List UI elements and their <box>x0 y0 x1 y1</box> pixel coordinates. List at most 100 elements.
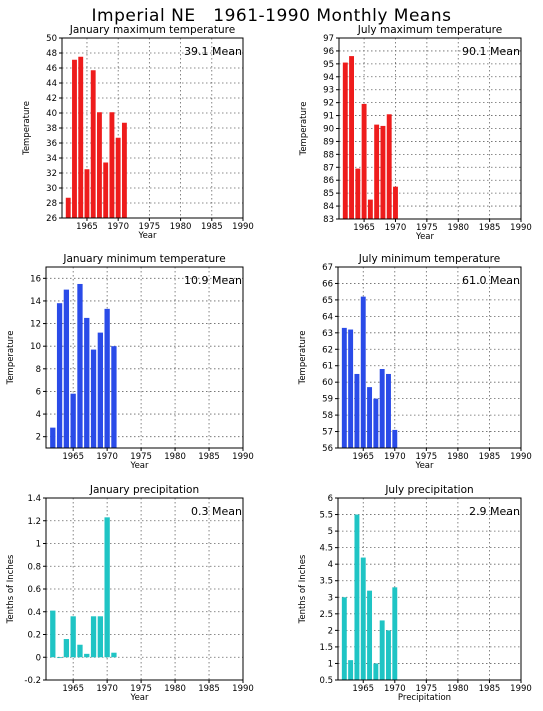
y-tick-label: 97 <box>323 34 334 44</box>
bar-1963 <box>56 657 63 659</box>
bar-1970 <box>392 429 398 448</box>
bar-1967 <box>97 112 102 218</box>
y-tick-label: 8 <box>36 365 41 375</box>
x-axis-label: Year <box>415 461 435 471</box>
x-tick-label: 1990 <box>510 684 532 694</box>
bar-1968 <box>90 349 97 448</box>
bar-1964 <box>354 373 360 448</box>
y-tick-label: 66 <box>322 279 333 289</box>
bar-1969 <box>386 114 392 219</box>
x-tick-label: 1985 <box>198 684 220 694</box>
y-tick-label: 62 <box>322 345 333 355</box>
plot-frame <box>337 497 522 681</box>
plot-frame <box>45 266 244 449</box>
x-tick-label: 1965 <box>76 222 98 232</box>
bar-1968 <box>90 616 97 658</box>
x-tick-label: 1970 <box>96 684 118 694</box>
y-tick-label: 40 <box>46 109 57 119</box>
page-title: Imperial NE 1961-1990 Monthly Means <box>91 6 452 26</box>
y-tick-label: 59 <box>322 395 333 405</box>
y-tick-label: 3.5 <box>319 577 333 587</box>
y-tick-label: 2.5 <box>319 610 333 620</box>
y-axis-label: Tenths of Inches <box>6 554 16 624</box>
chart-title: January minimum temperature <box>62 253 225 265</box>
y-tick-label: 2 <box>328 626 333 636</box>
x-tick-label: 1985 <box>201 222 223 232</box>
y-tick-label: 26 <box>46 214 57 224</box>
y-tick-label: 48 <box>46 49 57 59</box>
x-tick-label: 1970 <box>107 222 129 232</box>
bar-1968 <box>103 162 109 218</box>
bar-1968 <box>379 620 385 680</box>
x-axis-label: Precipitation <box>398 693 451 703</box>
mean-label: 0.3 Mean <box>191 505 242 518</box>
bar-1963 <box>56 303 63 448</box>
x-tick-label: 1975 <box>130 684 152 694</box>
bar-1966 <box>367 590 373 680</box>
x-tick-label: 1970 <box>385 223 407 233</box>
plot-frame <box>337 266 522 449</box>
bar-1962 <box>341 327 347 448</box>
y-tick-label: 14 <box>30 297 41 307</box>
bar-1965 <box>360 296 366 448</box>
y-tick-label: 46 <box>46 64 57 74</box>
y-axis-label: Temperature <box>6 331 16 386</box>
y-tick-label: 93 <box>323 86 334 96</box>
y-tick-label: 58 <box>322 411 333 421</box>
y-tick-label: 57 <box>322 428 333 438</box>
y-tick-label: 56 <box>322 444 333 454</box>
x-tick-label: 1965 <box>353 223 375 233</box>
y-tick-label: 64 <box>322 312 333 322</box>
y-tick-label: 6 <box>328 494 333 504</box>
y-tick-label: 0.4 <box>27 608 41 618</box>
bar-1970 <box>104 308 110 448</box>
x-tick-label: 1985 <box>479 452 501 462</box>
y-axis-label: Tenths of Inches <box>298 554 308 624</box>
chart-title: January precipitation <box>89 484 199 496</box>
bar-1966 <box>367 199 373 219</box>
bar-1966 <box>367 387 373 448</box>
y-tick-label: 30 <box>46 184 57 194</box>
jan-min-chart: January minimum temperature 2 4 6 8 10 12 14 16 1… <box>6 253 254 471</box>
mean-label: 61.0 Mean <box>462 274 520 287</box>
x-tick-label: 1965 <box>352 452 374 462</box>
x-tick-label: 1985 <box>479 223 501 233</box>
y-tick-label: 42 <box>46 94 57 104</box>
y-tick-label: 4 <box>328 560 333 570</box>
bar-1967 <box>84 317 90 448</box>
bar-1971 <box>111 652 117 658</box>
y-tick-label: 83 <box>323 215 334 225</box>
bar-1962 <box>50 610 56 658</box>
y-tick-label: 89 <box>323 137 334 147</box>
bar-1967 <box>84 653 90 658</box>
x-tick-label: 1990 <box>232 452 254 462</box>
bar-1970 <box>115 137 121 218</box>
bar-1964 <box>78 56 84 218</box>
bar-1970 <box>393 186 398 219</box>
y-tick-label: 0.8 <box>27 562 41 572</box>
x-tick-label: 1970 <box>384 684 406 694</box>
y-tick-label: 34 <box>46 154 57 164</box>
x-tick-label: 1990 <box>510 452 532 462</box>
x-tick-label: 1975 <box>416 684 438 694</box>
mean-label: 2.9 Mean <box>469 505 520 518</box>
bar-1965 <box>361 103 367 219</box>
bar-1969 <box>386 630 391 680</box>
bar-1967 <box>374 124 380 219</box>
y-tick-label: 88 <box>323 150 334 160</box>
bar-1966 <box>90 70 96 218</box>
y-tick-label: 0 <box>36 653 41 663</box>
y-tick-label: 1.5 <box>319 643 333 653</box>
y-tick-label: 50 <box>46 34 57 44</box>
y-tick-label: 95 <box>323 60 334 70</box>
x-tick-label: 1980 <box>170 222 192 232</box>
x-axis-label: Year <box>130 461 150 471</box>
y-tick-label: 38 <box>46 124 57 134</box>
mean-label: 90.1 Mean <box>462 45 520 58</box>
x-tick-label: 1970 <box>384 452 406 462</box>
bar-1971 <box>121 122 127 218</box>
jul-min-chart: July minimum temperature 56 57 58 59 60 61 62 63… <box>298 253 532 471</box>
y-tick-label: 94 <box>323 73 334 83</box>
x-tick-label: 1990 <box>510 223 532 233</box>
bar-1963 <box>72 59 77 218</box>
